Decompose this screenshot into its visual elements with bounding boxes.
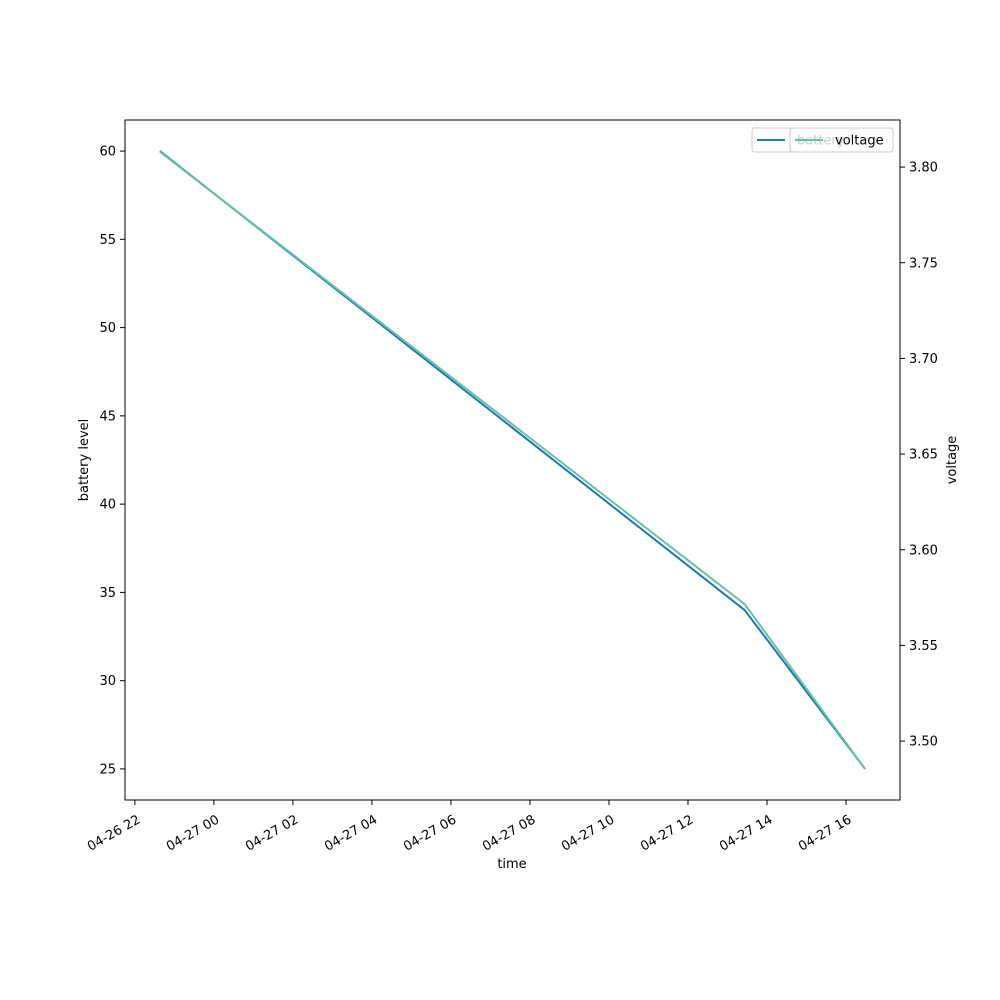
- legend-box: [789, 127, 894, 153]
- y2-tick-label: 3.60: [909, 543, 938, 558]
- x-tick-label: 04-27 00: [164, 812, 222, 854]
- y-tick-label: 50: [99, 321, 116, 336]
- x-tick-label: 04-27 16: [796, 812, 854, 854]
- x-axis-label: time: [497, 857, 526, 872]
- y2-tick-label: 3.50: [909, 735, 938, 750]
- y-axis-label: battery level: [77, 419, 92, 502]
- y2-axis-label: voltage: [945, 436, 960, 485]
- x-tick-label: 04-27 04: [322, 812, 380, 854]
- x-tick-label: 04-27 10: [559, 812, 617, 854]
- y-tick-label: 35: [99, 586, 116, 601]
- x-tick-label: 04-27 06: [401, 812, 459, 854]
- y2-tick-label: 3.80: [909, 161, 938, 176]
- y2-tick-label: 3.55: [909, 639, 938, 654]
- y-tick-label: 60: [99, 145, 116, 160]
- y-tick-label: 45: [99, 409, 116, 424]
- y2-tick-label: 3.75: [909, 256, 938, 271]
- legend-label: voltage: [835, 134, 884, 149]
- x-tick-label: 04-26 22: [85, 812, 143, 854]
- y-tick-label: 30: [99, 674, 116, 689]
- y-tick-label: 40: [99, 498, 116, 513]
- x-tick-label: 04-27 12: [638, 812, 696, 854]
- line-series: [159, 150, 866, 770]
- y2-tick-label: 3.65: [909, 448, 938, 463]
- x-tick-label: 04-27 02: [243, 812, 301, 854]
- y-tick-label: 55: [99, 233, 116, 248]
- x-tick-label: 04-27 14: [717, 812, 775, 854]
- plot-frame: [124, 119, 901, 801]
- y-tick-label: 25: [99, 762, 116, 777]
- y2-tick-label: 3.70: [909, 352, 938, 367]
- line-series: [159, 150, 866, 770]
- x-tick-label: 04-27 08: [480, 812, 538, 854]
